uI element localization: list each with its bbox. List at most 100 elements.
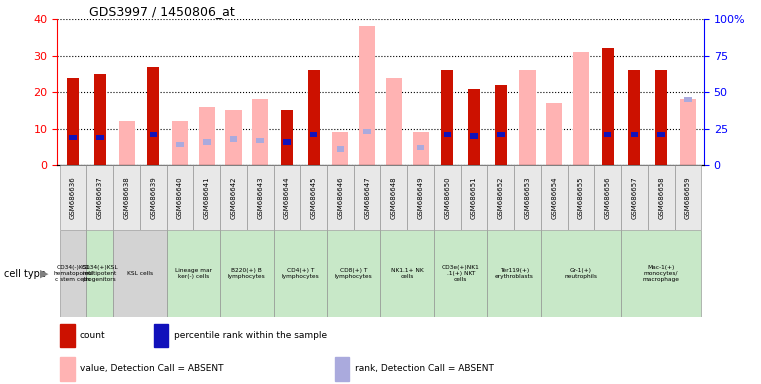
Bar xyxy=(203,139,211,144)
Text: GSM686659: GSM686659 xyxy=(685,176,691,219)
Bar xyxy=(684,97,692,102)
Text: Gr-1(+)
neutrophils: Gr-1(+) neutrophils xyxy=(565,268,597,279)
Text: ▶: ▶ xyxy=(40,268,49,279)
FancyBboxPatch shape xyxy=(87,230,113,317)
Bar xyxy=(655,70,667,165)
FancyBboxPatch shape xyxy=(193,165,220,230)
FancyBboxPatch shape xyxy=(220,165,247,230)
Text: GSM686637: GSM686637 xyxy=(97,176,103,219)
Text: Ter119(+)
erythroblasts: Ter119(+) erythroblasts xyxy=(495,268,533,279)
FancyBboxPatch shape xyxy=(568,165,594,230)
FancyBboxPatch shape xyxy=(301,165,327,230)
FancyBboxPatch shape xyxy=(434,165,460,230)
Text: GSM686655: GSM686655 xyxy=(578,177,584,219)
Text: GDS3997 / 1450806_at: GDS3997 / 1450806_at xyxy=(90,5,235,18)
FancyBboxPatch shape xyxy=(60,165,87,230)
Bar xyxy=(629,70,641,165)
Text: CD8(+) T
lymphocytes: CD8(+) T lymphocytes xyxy=(335,268,373,279)
FancyBboxPatch shape xyxy=(380,165,407,230)
Bar xyxy=(172,121,188,165)
FancyBboxPatch shape xyxy=(167,230,220,317)
Bar xyxy=(307,70,320,165)
Text: GSM686656: GSM686656 xyxy=(605,176,610,219)
FancyBboxPatch shape xyxy=(274,165,301,230)
Text: NK1.1+ NK
cells: NK1.1+ NK cells xyxy=(391,268,424,279)
Bar xyxy=(495,85,507,165)
FancyBboxPatch shape xyxy=(434,230,487,317)
Text: GSM686653: GSM686653 xyxy=(524,176,530,219)
Text: CD4(+) T
lymphocytes: CD4(+) T lymphocytes xyxy=(282,268,319,279)
Text: KSL cells: KSL cells xyxy=(127,271,153,276)
FancyBboxPatch shape xyxy=(514,165,541,230)
Text: count: count xyxy=(80,331,105,340)
Text: percentile rank within the sample: percentile rank within the sample xyxy=(174,331,326,340)
Bar xyxy=(96,135,103,140)
Text: GSM686648: GSM686648 xyxy=(391,176,397,219)
FancyBboxPatch shape xyxy=(247,165,274,230)
Bar xyxy=(546,103,562,165)
Text: cell type: cell type xyxy=(4,268,46,279)
Bar xyxy=(94,74,106,165)
Text: GSM686652: GSM686652 xyxy=(498,177,504,219)
FancyBboxPatch shape xyxy=(60,230,87,317)
Text: B220(+) B
lymphocytes: B220(+) B lymphocytes xyxy=(228,268,266,279)
Bar xyxy=(444,132,451,137)
Bar xyxy=(631,132,638,137)
Bar xyxy=(199,107,215,165)
Text: GSM686649: GSM686649 xyxy=(418,176,424,219)
Bar xyxy=(680,99,696,165)
Bar xyxy=(364,129,371,134)
Text: CD34(-)KSL
hematopoieti
c stem cells: CD34(-)KSL hematopoieti c stem cells xyxy=(53,265,93,282)
Text: GSM686642: GSM686642 xyxy=(231,177,237,219)
Text: Lineage mar
ker(-) cells: Lineage mar ker(-) cells xyxy=(175,268,212,279)
Bar xyxy=(281,111,293,165)
Bar xyxy=(386,78,402,165)
Text: GSM686645: GSM686645 xyxy=(310,177,317,219)
Text: GSM686639: GSM686639 xyxy=(151,176,156,219)
Bar xyxy=(604,132,611,137)
Bar xyxy=(359,26,375,165)
Bar xyxy=(225,111,241,165)
Text: GSM686654: GSM686654 xyxy=(551,177,557,219)
Bar xyxy=(67,78,79,165)
FancyBboxPatch shape xyxy=(487,230,541,317)
FancyBboxPatch shape xyxy=(327,165,354,230)
FancyBboxPatch shape xyxy=(140,165,167,230)
Text: GSM686641: GSM686641 xyxy=(204,176,210,219)
Text: CD34(+)KSL
multipotent
progenitors: CD34(+)KSL multipotent progenitors xyxy=(81,265,118,282)
Text: GSM686640: GSM686640 xyxy=(177,176,183,219)
Bar xyxy=(154,323,168,347)
Bar xyxy=(310,132,317,137)
Bar xyxy=(602,48,613,165)
Bar xyxy=(256,137,264,143)
Bar xyxy=(252,99,268,165)
Text: GSM686651: GSM686651 xyxy=(471,176,477,219)
Bar xyxy=(520,70,536,165)
Text: GSM686644: GSM686644 xyxy=(284,177,290,219)
FancyBboxPatch shape xyxy=(167,165,193,230)
FancyBboxPatch shape xyxy=(460,165,487,230)
Bar xyxy=(283,139,291,144)
Bar xyxy=(60,357,75,381)
FancyBboxPatch shape xyxy=(87,165,113,230)
Text: GSM686650: GSM686650 xyxy=(444,176,451,219)
FancyBboxPatch shape xyxy=(621,230,701,317)
Text: GSM686646: GSM686646 xyxy=(337,176,343,219)
Bar xyxy=(412,132,428,165)
Bar xyxy=(60,323,75,347)
Text: GSM686647: GSM686647 xyxy=(364,176,370,219)
Text: Mac-1(+)
monocytes/
macrophage: Mac-1(+) monocytes/ macrophage xyxy=(642,265,680,282)
FancyBboxPatch shape xyxy=(380,230,434,317)
Bar xyxy=(470,133,478,139)
Text: GSM686657: GSM686657 xyxy=(632,176,638,219)
Bar xyxy=(148,67,159,165)
FancyBboxPatch shape xyxy=(621,165,648,230)
Text: GSM686636: GSM686636 xyxy=(70,176,76,219)
Text: GSM686643: GSM686643 xyxy=(257,176,263,219)
FancyBboxPatch shape xyxy=(594,165,621,230)
Text: GSM686658: GSM686658 xyxy=(658,176,664,219)
FancyBboxPatch shape xyxy=(541,230,621,317)
FancyBboxPatch shape xyxy=(274,230,327,317)
Bar xyxy=(658,132,665,137)
FancyBboxPatch shape xyxy=(487,165,514,230)
